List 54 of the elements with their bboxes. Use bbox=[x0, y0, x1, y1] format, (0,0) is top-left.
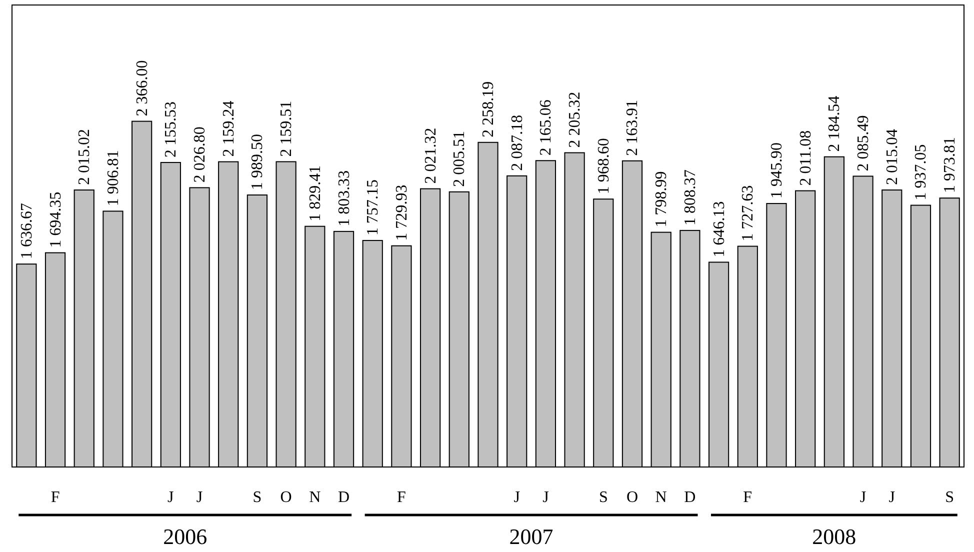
x-tick-label: D bbox=[684, 489, 696, 506]
data-label: 2 258.19 bbox=[480, 81, 497, 138]
x-tick-label: J bbox=[888, 489, 895, 506]
data-label: 2 159.51 bbox=[278, 100, 296, 157]
data-label: 2 184.54 bbox=[826, 96, 844, 152]
text: 2006 bbox=[163, 524, 208, 549]
x-tick-label: J bbox=[196, 489, 203, 506]
text: 2008 bbox=[812, 524, 856, 549]
x-tick-label: J bbox=[168, 489, 174, 506]
data-label: 1 694.35 bbox=[47, 192, 64, 248]
data-label: 1 727.63 bbox=[740, 185, 757, 242]
data-label: 1 906.81 bbox=[104, 150, 122, 206]
x-tick-label: S bbox=[252, 489, 262, 506]
data-label: 1 757.15 bbox=[364, 179, 382, 236]
x-tick-label: J bbox=[860, 489, 866, 506]
text: 2007 bbox=[509, 524, 554, 549]
data-label: 2 015.04 bbox=[884, 128, 901, 185]
x-tick-label: F bbox=[397, 489, 406, 506]
data-label: 2 165.06 bbox=[538, 100, 555, 156]
data-label: 2 011.08 bbox=[797, 130, 814, 186]
data-label: 2 366.00 bbox=[134, 60, 151, 116]
x-tick-label: F bbox=[743, 489, 752, 506]
data-label: 2 155.53 bbox=[162, 101, 180, 158]
data-label: 1 989.50 bbox=[249, 134, 266, 190]
x-tick-label: J bbox=[542, 489, 549, 506]
data-label: 1 937.05 bbox=[912, 144, 930, 200]
data-label: 1 968.60 bbox=[595, 138, 612, 194]
data-label: 1 636.67 bbox=[18, 203, 36, 260]
data-label: 2 085.49 bbox=[855, 115, 872, 172]
data-label: 2 021.32 bbox=[422, 128, 440, 184]
data-label: 2 159.24 bbox=[220, 100, 238, 157]
data-label: 1 646.13 bbox=[710, 201, 728, 258]
x-tick-label: J bbox=[514, 489, 520, 506]
x-tick-label: S bbox=[945, 489, 954, 506]
data-label: 1 945.90 bbox=[768, 142, 786, 199]
x-tick-label: O bbox=[626, 489, 638, 506]
data-label: 2 026.80 bbox=[192, 126, 209, 183]
data-label: 1 973.81 bbox=[942, 137, 959, 194]
data-label: 1 729.93 bbox=[393, 184, 410, 241]
x-tick-label: N bbox=[309, 489, 322, 506]
data-label: 1 798.99 bbox=[653, 171, 670, 228]
data-label: 1 808.37 bbox=[682, 169, 699, 226]
x-tick-label: F bbox=[50, 489, 60, 506]
data-label: 2 087.18 bbox=[508, 114, 526, 171]
data-label: 2 163.91 bbox=[624, 100, 642, 156]
x-tick-label: N bbox=[655, 489, 668, 506]
data-label: 1 829.41 bbox=[306, 165, 324, 222]
data-label: 1 803.33 bbox=[336, 170, 353, 226]
x-tick-label: S bbox=[598, 489, 608, 506]
data-label: 2 205.32 bbox=[566, 92, 584, 148]
x-tick-label: D bbox=[338, 489, 350, 506]
x-tick-label: O bbox=[280, 489, 292, 506]
data-label: 2 015.02 bbox=[76, 128, 94, 185]
data-label: 2 005.51 bbox=[451, 130, 468, 187]
